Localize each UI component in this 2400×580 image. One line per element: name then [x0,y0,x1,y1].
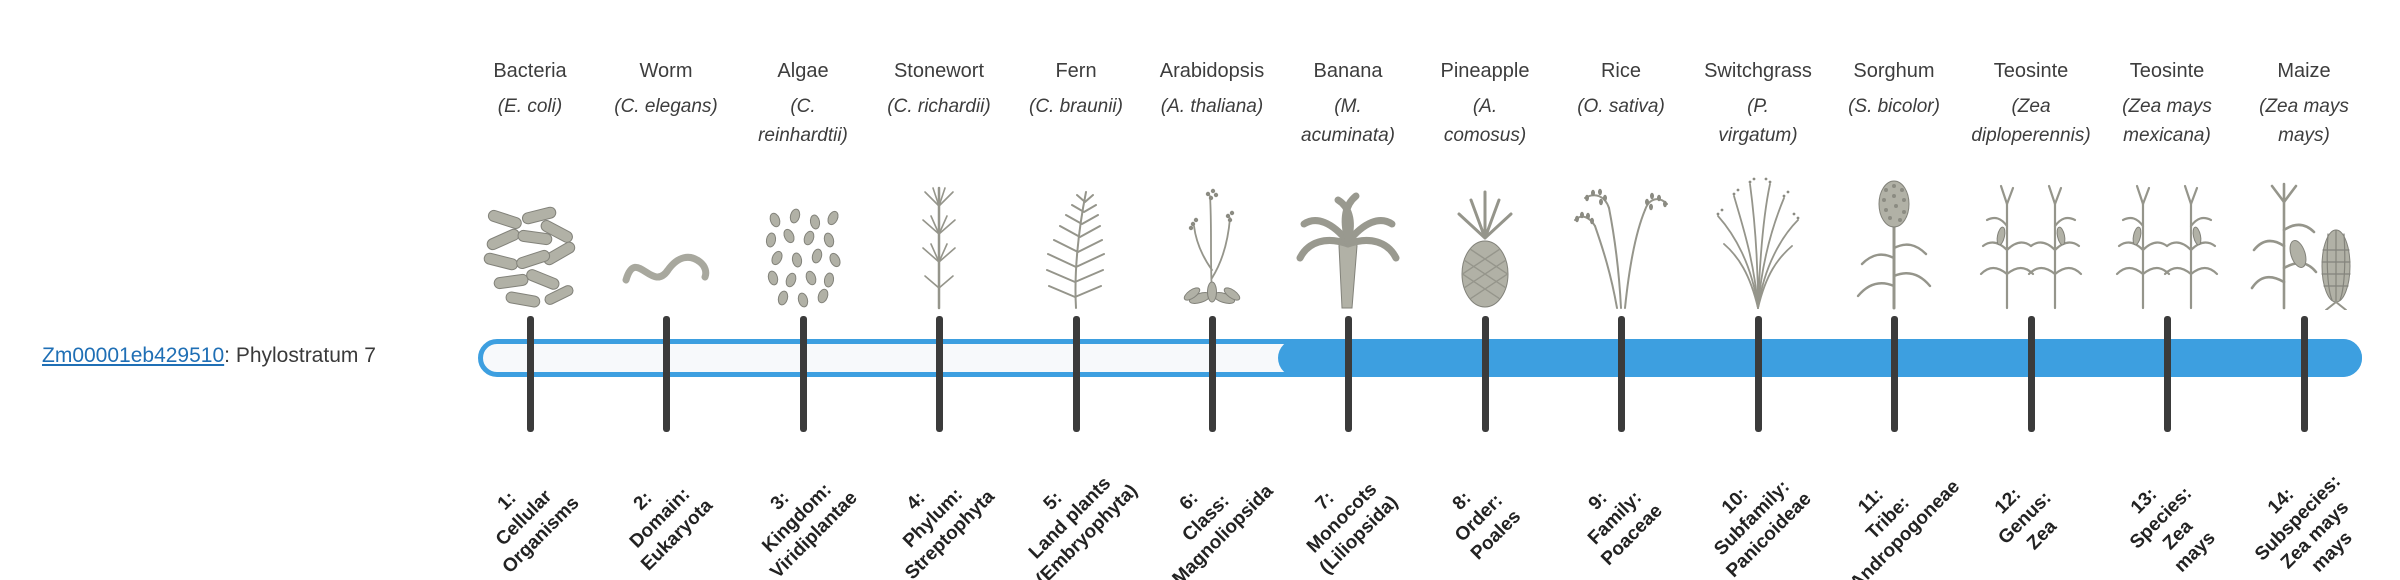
species-scientific-name: (O. sativa) [1577,96,1665,117]
pineapple-icon [1427,160,1543,310]
worm-icon [608,160,724,310]
phylostratum-tick [1072,316,1080,432]
phylostratum-bar-filled [1278,339,2362,377]
phylostratum-tick [1754,316,1762,432]
species-column-teosinte-diploperennis: Teosinte (Zea diploperennis) [1946,0,2116,580]
algae-icon [745,160,861,310]
species-column-bacteria: Bacteria (E. coli) 1: Cellular Organisms [445,0,615,580]
species-scientific-name: (Zea diploperennis) [1971,96,2091,146]
species-common-name: Pineapple [1440,60,1530,82]
fern-icon [1018,160,1134,310]
maize-icon [2246,160,2362,310]
species-common-name: Bacteria [493,60,567,82]
species-column-switchgrass: Switchgrass (P. virgatum) 10: Subfamily:… [1673,0,1843,580]
species-scientific-name: (M. acuminata) [1301,96,1395,146]
species-scientific-name: (C. richardii) [887,96,991,117]
species-common-name: Switchgrass [1704,60,1812,82]
stonewort-icon [881,160,997,310]
stratum-label: 7: Monocots (Liliopsida) [1302,478,1403,579]
species-common-name: Algae [777,60,829,82]
species-column-maize: Maize (Zea mays mays) 1 [2219,0,2389,580]
species-common-name: Arabidopsis [1159,60,1265,82]
species-common-name: Fern [1055,60,1097,82]
banana-icon [1290,160,1406,310]
phylostratum-tick [935,316,943,432]
species-column-banana: Banana (M. acuminata) 7: Monocots (Lilio… [1263,0,1433,580]
phylostratum-tick [2027,316,2035,432]
gene-phylostratum-text: : Phylostratum 7 [224,344,376,367]
species-scientific-name: (Zea mays mays) [2259,96,2349,146]
species-scientific-name: (Zea mays mexicana) [2122,96,2212,146]
species-column-pineapple: Pineapple (A. comosus) 8: Order: Poales [1400,0,1570,580]
species-common-name: Banana [1313,60,1383,82]
species-scientific-name: (A. thaliana) [1160,96,1264,117]
arabidopsis-icon [1154,160,1270,310]
phylostratum-tick [1617,316,1625,432]
species-common-name: Maize [2277,60,2331,82]
phylostratum-tick [662,316,670,432]
stratum-label: 2: Domain: Eukaryota [625,483,717,576]
phylostratum-tick [799,316,807,432]
species-scientific-name: (S. bicolor) [1848,96,1940,117]
species-column-teosinte-mexicana: Teosinte (Zea mays mexicana) [2082,0,2252,580]
phylostratum-tick [1208,316,1216,432]
species-column-sorghum: Sorghum (S. bicolor) 11: Tribe: Andropog… [1809,0,1979,580]
species-column-stonewort: Stonewort (C. richardii) 4: Phylum: Stre… [854,0,1024,580]
species-common-name: Teosinte [2129,60,2205,82]
species-scientific-name: (C. braunii) [1029,96,1123,117]
stratum-label: 11: Tribe: Andropogoneae [1846,476,1964,580]
species-common-name: Worm [639,60,693,82]
species-common-name: Stonewort [893,60,985,82]
stratum-label: 1: Cellular Organisms [491,486,584,578]
stratum-label: 6: Class: Magnoliopsida [1168,480,1278,580]
phylostratum-tick [1481,316,1489,432]
stratum-label: 4: Phylum: Streptophyta [899,484,999,580]
species-common-name: Sorghum [1853,60,1935,82]
stratum-label: 5: Land plants (Embryophyta) [1024,473,1142,580]
species-column-fern: Fern (C. braunii) 5: Land plants (Embryo… [991,0,1161,580]
sorghum-icon [1836,160,1952,310]
species-scientific-name: (E. coli) [497,96,563,117]
species-scientific-name: (A. comosus) [1443,96,1527,146]
species-common-name: Rice [1600,60,1641,82]
teosinte-diploperennis-icon [1973,160,2089,310]
gene-label: Zm00001eb429510: Phylostratum 7 [42,344,376,368]
stratum-label: 8: Order: Poales [1448,487,1526,565]
gene-id-link[interactable]: Zm00001eb429510 [42,344,225,367]
species-column-rice: Rice (O. sativa) 9: Family: Poaceae [1536,0,1706,580]
stratum-label: 14: Subspecies: Zea mays mays [2251,471,2357,577]
phylostratum-tick [526,316,534,432]
species-column-algae: Algae (C. reinhardtii) [718,0,888,580]
rice-icon [1563,160,1679,310]
stratum-label: 10: Subfamily: Panicoideae [1710,476,1816,580]
species-scientific-name: (C. reinhardtii) [758,96,848,146]
phylostratum-tick [2300,316,2308,432]
bacteria-icon [472,160,588,310]
species-scientific-name: (P. virgatum) [1718,96,1798,146]
species-column-worm: Worm (C. elegans) 2: Domain: Eukaryota [581,0,751,580]
switchgrass-icon [1700,160,1816,310]
teosinte-mexicana-icon [2109,160,2225,310]
stratum-label: 3: Kingdom: Viridiplantae [758,479,862,580]
species-scientific-name: (C. elegans) [614,96,718,117]
stratum-label: 9: Family: Poaceae [1584,487,1667,570]
phylostratum-tick [1344,316,1352,432]
stratum-label: 12: Genus: Zea [1990,484,2062,555]
species-column-arabidopsis: Arabidopsis (A. thaliana) 6: Class: Magn [1127,0,1297,580]
species-common-name: Teosinte [1993,60,2069,82]
phylostratum-tick [2163,316,2171,432]
phylostratum-tick [1890,316,1898,432]
